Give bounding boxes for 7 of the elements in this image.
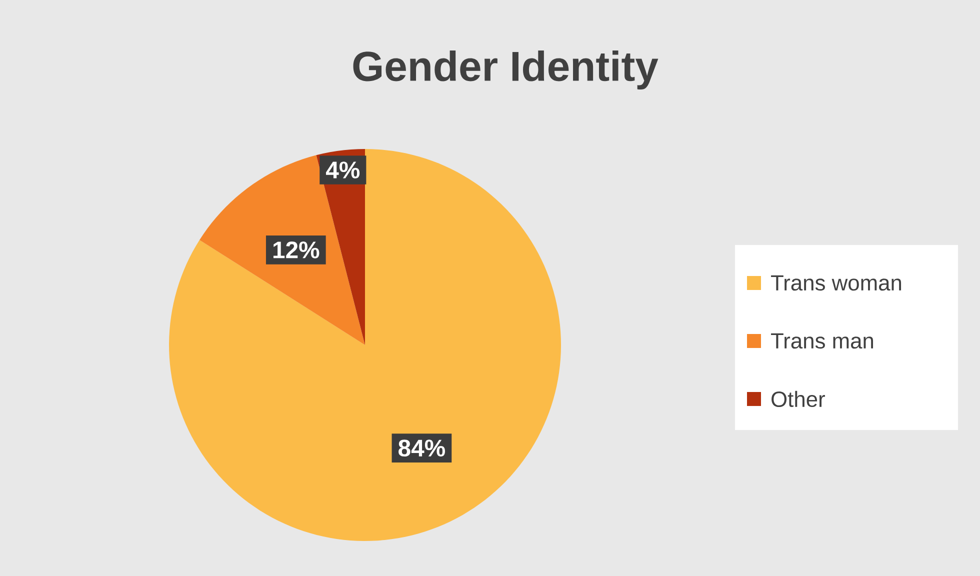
legend-label: Trans man [771,333,874,349]
data-label: 12% [273,241,320,258]
chart-title: Gender Identity [353,50,658,90]
legend-label: Trans woman [771,275,902,291]
legend-label: Other [772,390,825,408]
data-label: 4% [326,162,360,178]
data-label: 84% [398,440,445,457]
